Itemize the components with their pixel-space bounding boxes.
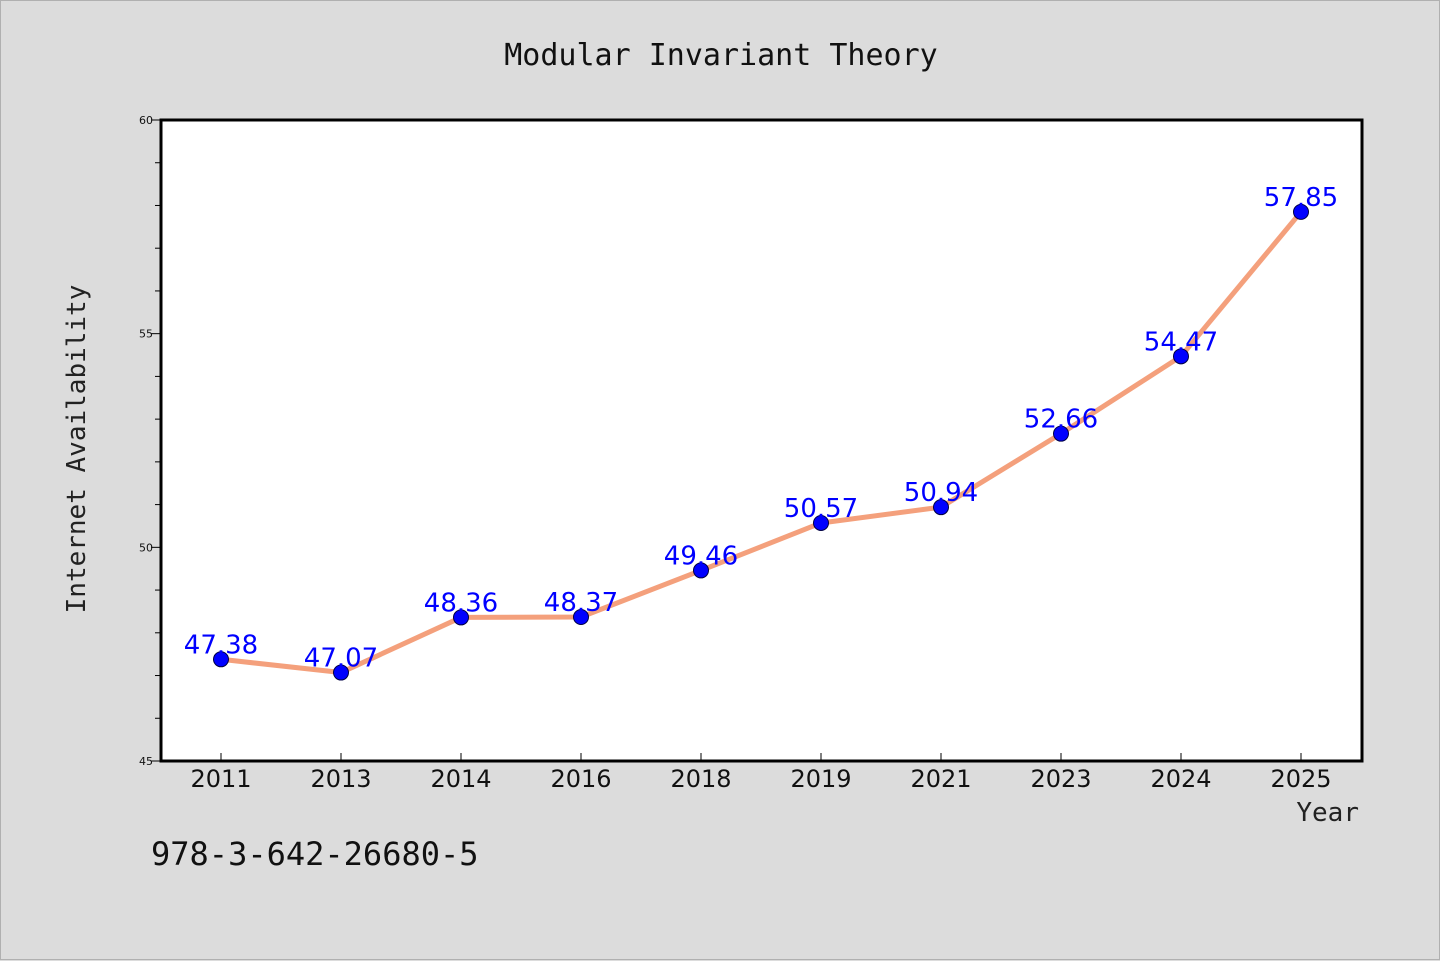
x-tick-label: 2021: [910, 765, 971, 793]
x-tick-label: 2011: [190, 765, 251, 793]
x-axis-label: Year: [1296, 798, 1359, 828]
data-label: 52.66: [1024, 405, 1098, 435]
x-axis: 2011 2013 2014 2016 2018 2019 2021 2023 2024 2025: [190, 753, 1332, 793]
series-line: [218, 209, 1304, 676]
x-tick-label: 2024: [1150, 765, 1211, 793]
data-point: [693, 562, 709, 579]
y-tick-label: 60: [139, 114, 153, 127]
x-tick-label: 2014: [430, 765, 491, 793]
y-tick-label: 45: [139, 755, 153, 768]
series-layer: [213, 203, 1309, 681]
data-label: 48.36: [424, 588, 498, 618]
data-point: [453, 609, 469, 626]
data-point: [1053, 425, 1069, 442]
x-tick-label: 2019: [790, 765, 851, 793]
y-axis: 45 50 55 60: [139, 114, 161, 768]
data-point: [813, 514, 829, 531]
plot-frame: [159, 118, 1364, 763]
data-point: [573, 608, 589, 625]
data-label: 57.85: [1264, 183, 1338, 213]
data-labels: 47.38 47.07 48.36 48.37 49.46 50.57 50.94 52.66…: [184, 183, 1338, 674]
data-label: 50.94: [904, 478, 978, 508]
x-tick-label: 2025: [1270, 765, 1331, 793]
data-label: 47.07: [304, 644, 378, 674]
data-label: 50.57: [784, 494, 858, 524]
data-point: [933, 499, 949, 516]
data-label: 54.47: [1144, 327, 1218, 357]
data-label: 47.38: [184, 630, 258, 660]
data-point: [333, 664, 349, 681]
x-tick-label: 2018: [670, 765, 731, 793]
data-label: 48.37: [544, 588, 618, 618]
y-tick-label: 50: [139, 541, 153, 554]
data-point: [1173, 348, 1189, 365]
x-tick-label: 2016: [550, 765, 611, 793]
plot-area: [161, 120, 1362, 761]
y-tick-label: 55: [139, 328, 153, 341]
y-axis-label: Internet Availability: [62, 285, 92, 614]
x-tick-label: 2013: [310, 765, 371, 793]
data-point: [1293, 203, 1309, 220]
isbn-annotation: 978-3-642-26680-5: [151, 835, 479, 873]
data-point: [213, 651, 229, 668]
data-label: 49.46: [664, 541, 738, 571]
x-tick-label: 2023: [1030, 765, 1091, 793]
chart-title: Modular Invariant Theory: [504, 38, 937, 73]
